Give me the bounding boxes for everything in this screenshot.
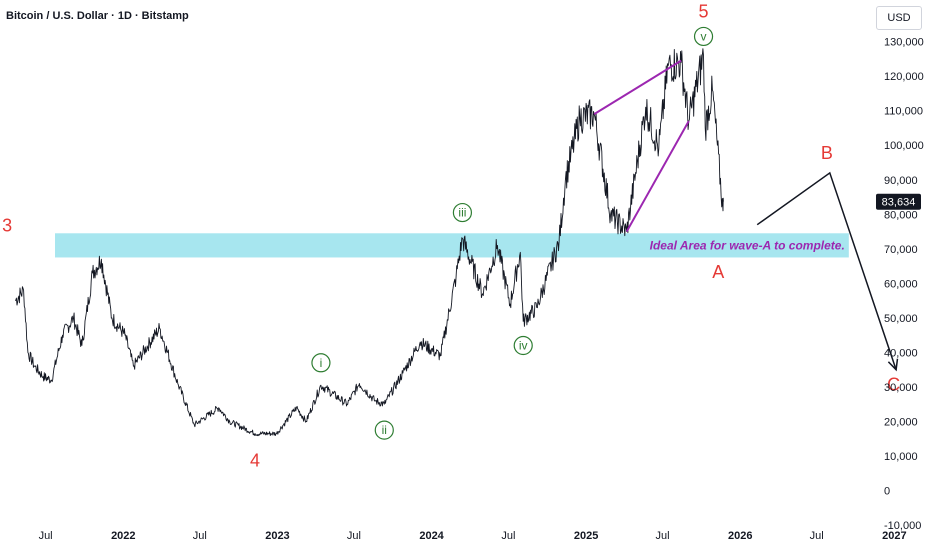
subwave-circle-iv	[513, 335, 533, 356]
wave-label-3: 3	[2, 216, 12, 236]
subwave-label-iii: iii	[458, 206, 466, 220]
y-tick-label: 20,000	[884, 416, 918, 428]
wave-label-b: B	[821, 143, 833, 163]
x-tick-label: Jul	[39, 530, 53, 542]
y-tick-label: 130,000	[884, 37, 924, 49]
x-tick-label: 2024	[419, 530, 444, 542]
subwave-circle-v	[693, 26, 714, 47]
x-axis: Jul 2022 Jul 2023 Jul 2024 Jul 2025 Jul 2026 Jul 20…	[39, 530, 907, 542]
x-tick-label: Jul	[656, 530, 670, 542]
wave-label-c: C	[887, 374, 900, 394]
x-tick-label: 2023	[265, 530, 289, 542]
projection-arrowhead	[887, 358, 899, 372]
subwave-label-ii: ii	[382, 423, 387, 437]
price-line	[14, 48, 724, 437]
y-tick-label: -10,000	[884, 520, 921, 532]
subwave-circle-i	[311, 353, 331, 373]
price-series-layer	[14, 48, 724, 437]
projection-path	[756, 171, 897, 370]
y-tick-label: 30,000	[884, 382, 918, 394]
x-tick-label: 2026	[728, 530, 752, 542]
currency-button[interactable]: USD	[876, 6, 922, 30]
y-tick-label: 10,000	[884, 451, 918, 463]
wave-label-4: 4	[250, 450, 260, 470]
target-zone-band	[55, 233, 849, 258]
wave-label-a: A	[712, 262, 724, 282]
subwave-label-i: i	[320, 356, 323, 370]
y-tick-label: 50,000	[884, 313, 918, 325]
wedge-lower-line	[625, 120, 690, 233]
x-tick-label: Jul	[501, 530, 515, 542]
subwave-label-iv: iv	[519, 339, 528, 353]
y-axis: 130,000 120,000 110,000 100,000 90,000 80,000…	[876, 37, 924, 532]
y-tick-label: 70,000	[884, 244, 918, 256]
y-tick-label: 60,000	[884, 278, 918, 290]
subwave-circle-ii	[374, 420, 394, 440]
y-tick-label: 40,000	[884, 347, 918, 359]
x-tick-label: Jul	[347, 530, 361, 542]
target-zone-label: Ideal Area for wave-A to complete.	[650, 238, 845, 252]
y-tick-label: 0	[884, 486, 890, 498]
y-tick-label: 120,000	[884, 71, 924, 83]
y-tick-label: 90,000	[884, 175, 918, 187]
y-tick-label: 80,000	[884, 209, 918, 221]
x-tick-label: 2025	[574, 530, 598, 542]
chart-title: Bitcoin / U.S. Dollar · 1D · Bitstamp	[6, 10, 189, 22]
y-tick-label: 110,000	[884, 106, 923, 118]
x-tick-label: Jul	[193, 530, 207, 542]
wedge-upper-line	[593, 59, 682, 115]
subwave-label-v: v	[701, 29, 707, 43]
x-tick-label: 2022	[111, 530, 135, 542]
x-tick-label: 2027	[882, 530, 906, 542]
wave-label-5: 5	[699, 1, 709, 21]
subwave-circle-iii	[452, 202, 473, 223]
target-zone-layer: Ideal Area for wave-A to complete.	[55, 233, 849, 258]
x-tick-label: Jul	[810, 530, 824, 542]
current-price-label: 83,634	[882, 197, 916, 209]
current-price-tag	[876, 193, 921, 210]
y-tick-label: 100,000	[884, 140, 924, 152]
